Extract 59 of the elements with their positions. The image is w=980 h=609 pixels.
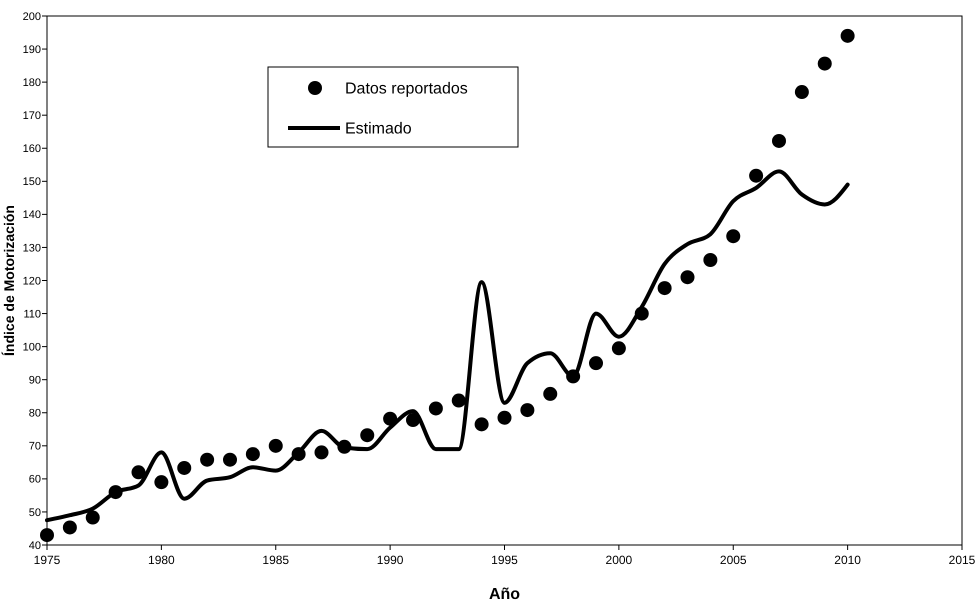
y-tick-label: 150 [22, 176, 41, 188]
y-tick-label: 100 [22, 341, 41, 354]
x-tick-label: 2005 [720, 553, 747, 567]
point [818, 56, 832, 71]
y-tick-label: 130 [22, 242, 41, 254]
point [62, 520, 77, 534]
y-tick-label: 50 [28, 506, 41, 519]
point [589, 356, 603, 370]
point [223, 452, 237, 467]
point [86, 510, 100, 525]
y-tick-label: 140 [22, 209, 41, 222]
y-tick-label: 110 [23, 308, 41, 320]
x-tick-label: 1985 [262, 553, 290, 567]
legend-label: Estimado [345, 120, 412, 138]
point [428, 401, 443, 416]
y-tick-label: 190 [22, 44, 41, 56]
point [680, 270, 694, 284]
x-tick-label: 1990 [376, 553, 404, 567]
point [268, 438, 283, 453]
y-tick-label: 70 [28, 440, 41, 453]
x-tick-label: 1995 [491, 553, 518, 567]
x-tick-label: 2015 [948, 553, 976, 567]
y-tick-label: 200 [22, 10, 41, 23]
point [772, 134, 786, 148]
y-tick-label: 90 [28, 374, 41, 387]
y-tick-label: 60 [28, 474, 41, 486]
point [658, 281, 672, 296]
point [498, 410, 512, 425]
x-tick-label: 1980 [148, 553, 176, 567]
x-tick-label: 1975 [34, 553, 61, 567]
y-tick-label: 120 [22, 275, 41, 288]
point [543, 386, 558, 401]
point [314, 445, 328, 460]
point [749, 168, 764, 183]
x-axis-title: Año [488, 586, 520, 603]
legend-label: Datos reportados [345, 80, 468, 98]
y-tick-label: 40 [28, 540, 41, 552]
point [794, 85, 809, 100]
point [200, 452, 214, 467]
point [154, 475, 168, 490]
point [520, 403, 534, 418]
point [726, 229, 740, 244]
y-tick-label: 170 [22, 110, 41, 122]
point [132, 465, 146, 480]
point [360, 428, 374, 442]
x-tick-label: 2000 [606, 553, 633, 567]
point [246, 447, 260, 462]
point [840, 28, 855, 43]
point [177, 460, 192, 475]
y-axis-title: Índice de Motorización [1, 205, 17, 356]
y-tick-label: 180 [22, 76, 41, 89]
point [474, 417, 489, 432]
y-tick-label: 160 [22, 143, 41, 156]
point [40, 528, 54, 542]
point [612, 341, 626, 356]
y-tick-label: 80 [28, 408, 41, 420]
x-tick-label: 2010 [834, 553, 862, 567]
point [703, 253, 718, 267]
point [452, 394, 466, 408]
